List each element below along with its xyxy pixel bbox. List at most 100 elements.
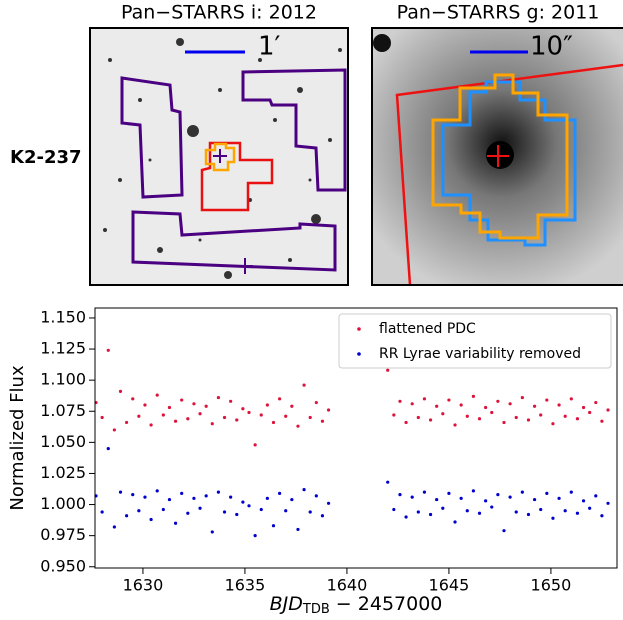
data-point bbox=[216, 490, 221, 494]
data-point bbox=[471, 489, 475, 493]
data-point bbox=[416, 510, 420, 514]
data-point bbox=[606, 501, 610, 505]
x-axis-label-main: BJD bbox=[270, 593, 303, 615]
data-point bbox=[496, 399, 500, 403]
x-tick-label: 1630 bbox=[123, 576, 164, 595]
data-point bbox=[290, 404, 294, 408]
data-point bbox=[459, 403, 463, 407]
data-point bbox=[404, 515, 408, 519]
data-point bbox=[229, 399, 233, 403]
data-point bbox=[161, 507, 165, 512]
data-point bbox=[392, 507, 396, 512]
scale-label: 10″ bbox=[530, 32, 573, 62]
y-axis-label: Normalized Flux bbox=[7, 365, 28, 511]
data-point bbox=[259, 507, 263, 512]
data-point bbox=[490, 410, 494, 415]
y-tick-label: 0.975 bbox=[40, 525, 86, 544]
data-point bbox=[143, 495, 147, 499]
data-point bbox=[398, 493, 402, 497]
data-point bbox=[125, 420, 129, 425]
scale-label: 1′ bbox=[258, 32, 281, 62]
stars bbox=[103, 38, 342, 279]
data-point bbox=[422, 490, 427, 494]
data-point bbox=[477, 511, 482, 515]
data-point bbox=[581, 499, 586, 503]
x-tick-label: 1640 bbox=[327, 576, 368, 595]
data-point bbox=[410, 402, 414, 406]
y-tick-label: 1.100 bbox=[40, 370, 86, 389]
data-point bbox=[149, 423, 153, 427]
data-point bbox=[520, 490, 524, 494]
data-point bbox=[606, 408, 610, 412]
y-tick-label: 0.950 bbox=[40, 556, 86, 575]
data-point bbox=[198, 506, 202, 510]
data-point bbox=[526, 512, 531, 517]
data-point bbox=[386, 368, 390, 372]
data-point bbox=[186, 417, 190, 421]
data-point bbox=[131, 493, 135, 497]
image-panel: 1′ bbox=[90, 28, 348, 285]
data-point bbox=[271, 420, 276, 425]
panel-frame bbox=[371, 27, 623, 286]
x-tick-label: 1645 bbox=[429, 576, 470, 595]
aperture bbox=[395, 63, 623, 285]
data-point bbox=[545, 398, 549, 402]
data-point bbox=[557, 403, 561, 407]
data-point bbox=[435, 404, 439, 408]
data-point bbox=[137, 509, 141, 513]
aperture bbox=[120, 68, 347, 272]
data-point bbox=[235, 418, 239, 422]
data-point bbox=[539, 507, 543, 512]
data-point bbox=[477, 417, 482, 421]
data-point bbox=[222, 415, 227, 420]
data-point bbox=[222, 510, 227, 514]
data-point bbox=[302, 383, 306, 387]
data-point bbox=[296, 527, 300, 532]
data-point bbox=[484, 499, 488, 503]
data-point bbox=[447, 491, 451, 495]
data-point bbox=[155, 489, 159, 493]
data-point bbox=[106, 446, 110, 451]
aperture bbox=[441, 80, 577, 247]
data-point bbox=[149, 517, 153, 522]
data-point bbox=[326, 408, 331, 412]
data-point bbox=[441, 412, 445, 416]
marker bbox=[213, 149, 253, 274]
data-point bbox=[180, 398, 184, 402]
y-tick-label: 1.075 bbox=[40, 401, 86, 420]
x-axis-label-rest: − 2457000 bbox=[330, 593, 443, 615]
data-point bbox=[320, 419, 325, 423]
data-point bbox=[192, 496, 196, 500]
data-point bbox=[453, 520, 457, 524]
data-point bbox=[100, 415, 104, 420]
data-point bbox=[265, 403, 269, 407]
data-point bbox=[600, 419, 604, 423]
plot-frame bbox=[94, 307, 618, 569]
data-point bbox=[398, 399, 402, 403]
data-point bbox=[131, 397, 135, 401]
y-tick-label: 1.150 bbox=[40, 307, 86, 326]
aperture bbox=[431, 73, 569, 240]
legend-label: flattened PDC bbox=[379, 321, 476, 337]
data-point bbox=[428, 512, 433, 517]
data-point bbox=[167, 497, 172, 502]
data-point bbox=[161, 413, 165, 417]
data-point bbox=[551, 516, 555, 520]
data-point bbox=[453, 423, 457, 427]
data-point bbox=[594, 400, 598, 405]
data-point bbox=[588, 506, 592, 510]
data-point bbox=[296, 424, 300, 428]
data-point bbox=[241, 407, 245, 411]
x-axis-label: BJDTDB − 2457000 bbox=[270, 593, 443, 617]
data-point bbox=[229, 495, 233, 499]
data-point bbox=[308, 415, 312, 420]
data-point bbox=[278, 397, 282, 401]
data-point bbox=[575, 417, 580, 421]
legend-marker bbox=[357, 327, 361, 331]
data-point bbox=[118, 389, 123, 393]
data-point bbox=[314, 400, 318, 405]
y-tick-label: 1.025 bbox=[40, 463, 86, 482]
data-point bbox=[594, 494, 598, 498]
data-point bbox=[563, 509, 567, 513]
data-point bbox=[204, 494, 208, 498]
